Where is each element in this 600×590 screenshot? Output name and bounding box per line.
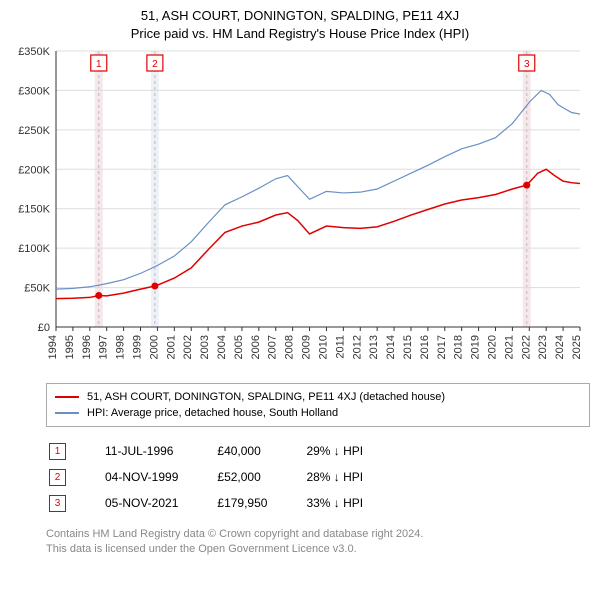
marker-dot [151, 282, 158, 289]
x-tick-label: 2010 [317, 335, 329, 359]
marker-table-price: £52,000 [216, 465, 303, 489]
marker-table-row: 3 05-NOV-2021£179,95033% ↓ HPI [48, 491, 399, 515]
x-tick-label: 2019 [470, 335, 482, 359]
marker-dot [95, 292, 102, 299]
marker-table: 1 11-JUL-1996£40,00029% ↓ HPI 2 04-NOV-1999… [46, 437, 401, 517]
legend-row: 51, ASH COURT, DONINGTON, SPALDING, PE11… [55, 389, 581, 405]
marker-label-num: 1 [96, 59, 102, 70]
marker-table-delta: 33% ↓ HPI [305, 491, 399, 515]
footer-line1: Contains HM Land Registry data © Crown c… [46, 527, 590, 542]
chart-svg: £0 £50K £100K £150K £200K £250K £300K £350K 1994… [10, 45, 590, 375]
x-tick-label: 2017 [436, 335, 448, 359]
x-tick-label: 2001 [165, 335, 177, 359]
x-tick-label: 1998 [115, 335, 127, 359]
marker-table-num: 2 [49, 469, 66, 486]
legend-swatch [55, 412, 79, 414]
x-tick-label: 2002 [182, 335, 194, 359]
x-tick-label: 2013 [368, 335, 380, 359]
x-tick-label: 2006 [250, 335, 262, 359]
x-tick-label: 2016 [419, 335, 431, 359]
x-tick-label: 1995 [64, 335, 76, 359]
y-tick-label: £350K [18, 46, 50, 58]
footer-attribution: Contains HM Land Registry data © Crown c… [46, 527, 590, 557]
x-tick-label: 1996 [81, 335, 93, 359]
x-tick-label: 1999 [132, 335, 144, 359]
x-tick-label: 2004 [216, 335, 228, 359]
chart-title: 51, ASH COURT, DONINGTON, SPALDING, PE11… [0, 0, 600, 23]
marker-table-price: £40,000 [216, 439, 303, 463]
legend-label: HPI: Average price, detached house, Sout… [87, 407, 338, 419]
y-tick-label: £250K [18, 125, 50, 137]
chart-subtitle: Price paid vs. HM Land Registry's House … [0, 23, 600, 45]
x-tick-label: 2012 [351, 335, 363, 359]
marker-table-row: 2 04-NOV-1999£52,00028% ↓ HPI [48, 465, 399, 489]
y-tick-label: £0 [38, 322, 50, 334]
x-tick-label: 2005 [233, 335, 245, 359]
marker-table-date: 05-NOV-2021 [104, 491, 214, 515]
y-tick-label: £50K [24, 283, 50, 295]
legend-row: HPI: Average price, detached house, Sout… [55, 405, 581, 421]
x-tick-label: 2003 [199, 335, 211, 359]
marker-label-num: 2 [152, 59, 158, 70]
y-tick-label: £300K [18, 85, 50, 97]
x-tick-label: 2022 [520, 335, 532, 359]
marker-table-num: 3 [49, 495, 66, 512]
legend-swatch [55, 396, 79, 398]
marker-table-num: 1 [49, 443, 66, 460]
x-tick-label: 2015 [402, 335, 414, 359]
x-tick-label: 2000 [148, 335, 160, 359]
x-tick-label: 2018 [453, 335, 465, 359]
marker-table-delta: 28% ↓ HPI [305, 465, 399, 489]
x-tick-label: 2021 [503, 335, 515, 359]
marker-dot [523, 182, 530, 189]
x-tick-label: 1997 [98, 335, 110, 359]
x-tick-label: 2011 [334, 335, 346, 359]
marker-table-delta: 29% ↓ HPI [305, 439, 399, 463]
x-tick-label: 2008 [284, 335, 296, 359]
marker-label-num: 3 [524, 59, 530, 70]
x-tick-label: 2025 [571, 335, 583, 359]
x-tick-label: 2024 [554, 335, 566, 359]
footer-line2: This data is licensed under the Open Gov… [46, 542, 590, 557]
marker-table-row: 1 11-JUL-1996£40,00029% ↓ HPI [48, 439, 399, 463]
marker-table-date: 04-NOV-1999 [104, 465, 214, 489]
x-tick-label: 2007 [267, 335, 279, 359]
legend-label: 51, ASH COURT, DONINGTON, SPALDING, PE11… [87, 391, 445, 403]
y-tick-label: £100K [18, 243, 50, 255]
legend-box: 51, ASH COURT, DONINGTON, SPALDING, PE11… [46, 383, 590, 427]
x-tick-label: 2020 [486, 335, 498, 359]
x-tick-label: 1994 [47, 335, 59, 359]
x-tick-label: 2009 [301, 335, 313, 359]
x-tick-label: 2023 [537, 335, 549, 359]
marker-table-price: £179,950 [216, 491, 303, 515]
y-tick-label: £200K [18, 164, 50, 176]
marker-table-date: 11-JUL-1996 [104, 439, 214, 463]
x-tick-label: 2014 [385, 335, 397, 359]
chart-container: 51, ASH COURT, DONINGTON, SPALDING, PE11… [0, 0, 600, 590]
chart-plot-area: £0 £50K £100K £150K £200K £250K £300K £350K 1994… [10, 45, 590, 375]
y-tick-label: £150K [18, 204, 50, 216]
